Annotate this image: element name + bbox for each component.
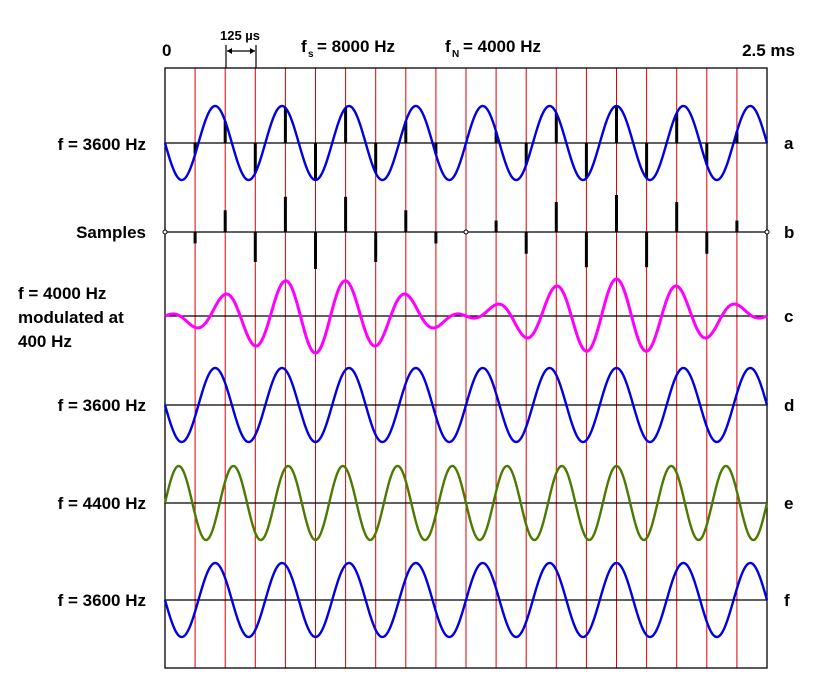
waveform-4400hz [163, 464, 769, 542]
row-letter: f [784, 591, 790, 610]
svg-text:f: f [301, 37, 307, 56]
svg-text:f: f [445, 37, 451, 56]
row-letter: d [784, 396, 794, 415]
row-letter: e [784, 494, 793, 513]
svg-text:N: N [452, 49, 459, 60]
sampling-frequency-label: f s = 8000 Hz [301, 37, 395, 60]
start-time-label: 0 [162, 41, 171, 60]
row-letter: a [784, 134, 794, 153]
row-label: f = 3600 Hz [58, 135, 146, 154]
plot-frame [164, 67, 768, 669]
row-label: f = 3600 Hz [58, 396, 146, 415]
row-c: f = 4000 Hz modulated at 400 Hz c [18, 277, 793, 355]
row-label: f = 4000 Hz [18, 284, 106, 303]
row-e: f = 4400 Hz e [58, 464, 793, 542]
row-d: f = 3600 Hz d [58, 366, 794, 444]
waveform-3600hz [163, 561, 769, 639]
header: 0 2.5 ms 125 µs f s = 8000 Hz f N = 4000… [162, 28, 795, 68]
row-label: f = 3600 Hz [58, 591, 146, 610]
row-letter: b [784, 223, 794, 242]
nyquist-frequency-label: f N = 4000 Hz [445, 37, 541, 60]
waveform-3600hz [163, 104, 769, 182]
waveform-rows: f = 3600 Hz a Samples b f = 4000 Hz modulated… [18, 104, 794, 639]
svg-text:s: s [308, 49, 314, 60]
row-a: f = 3600 Hz a [58, 104, 794, 182]
zero-sample-dot [764, 229, 770, 235]
row-label: 400 Hz [18, 332, 72, 351]
sample-interval-arrow [225, 45, 257, 68]
zero-sample-dot [463, 229, 469, 235]
zero-sample-dot [162, 229, 168, 235]
row-b: Samples b [76, 195, 794, 269]
row-f: f = 3600 Hz f [58, 561, 790, 639]
waveform-4000hz [164, 277, 768, 355]
end-time-label: 2.5 ms [742, 41, 795, 60]
row-label: Samples [76, 223, 146, 242]
row-letter: c [784, 307, 793, 326]
sample-interval-label: 125 µs [220, 28, 260, 43]
row-label: f = 4400 Hz [58, 494, 146, 513]
svg-text:= 4000 Hz: = 4000 Hz [463, 37, 541, 56]
row-label: modulated at [18, 308, 124, 327]
waveform-3600hz [163, 366, 769, 444]
svg-text:= 8000 Hz: = 8000 Hz [317, 37, 395, 56]
